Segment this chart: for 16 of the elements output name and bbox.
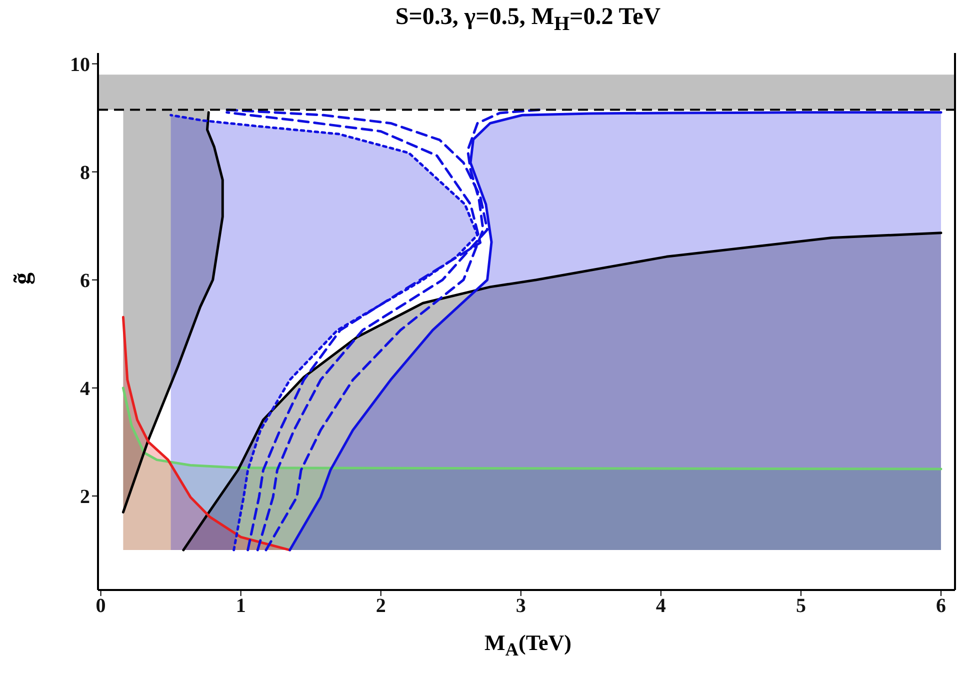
- y-axis-title: g̃: [10, 272, 36, 284]
- x-tick-label: 2: [376, 595, 386, 618]
- chart-title: S=0.3, γ=0.5, M$_{H}$=0.2 TeV: [394, 4, 662, 36]
- y-tick-label: 4: [80, 378, 90, 400]
- x-tick-label: 5: [796, 595, 806, 618]
- x-tick-label: 1: [236, 595, 246, 618]
- x-tick-label: 0: [96, 595, 106, 618]
- x-tick-label: 3: [516, 595, 526, 618]
- y-tick-label: 2: [80, 486, 90, 508]
- y-tick-label: 10: [70, 54, 90, 76]
- x-tick-label: 6: [936, 595, 946, 618]
- x-axis-title: M$_{A}$(TeV): [484, 630, 572, 660]
- x-tick-label: 4: [656, 595, 666, 618]
- y-tick-label: 8: [80, 162, 90, 184]
- line-series: [122, 386, 942, 470]
- y-tick-label: 6: [80, 270, 90, 292]
